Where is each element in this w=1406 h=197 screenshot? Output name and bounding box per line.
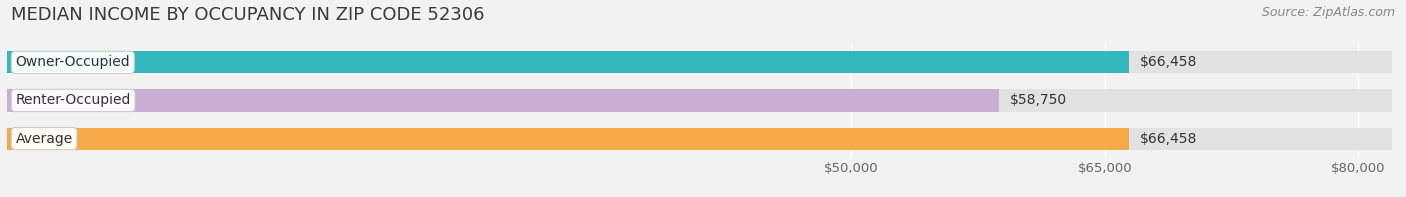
Text: $66,458: $66,458 — [1140, 132, 1197, 146]
Text: Average: Average — [15, 132, 73, 146]
Text: $66,458: $66,458 — [1140, 55, 1197, 69]
Bar — [7, 51, 1392, 73]
Text: $58,750: $58,750 — [1010, 93, 1067, 108]
Bar — [7, 51, 1129, 73]
Bar — [7, 89, 1392, 112]
Text: MEDIAN INCOME BY OCCUPANCY IN ZIP CODE 52306: MEDIAN INCOME BY OCCUPANCY IN ZIP CODE 5… — [11, 6, 485, 24]
Text: Renter-Occupied: Renter-Occupied — [15, 93, 131, 108]
Bar — [7, 127, 1129, 150]
Text: Owner-Occupied: Owner-Occupied — [15, 55, 131, 69]
Bar — [7, 127, 1392, 150]
Text: Source: ZipAtlas.com: Source: ZipAtlas.com — [1261, 6, 1395, 19]
Bar — [7, 89, 1000, 112]
